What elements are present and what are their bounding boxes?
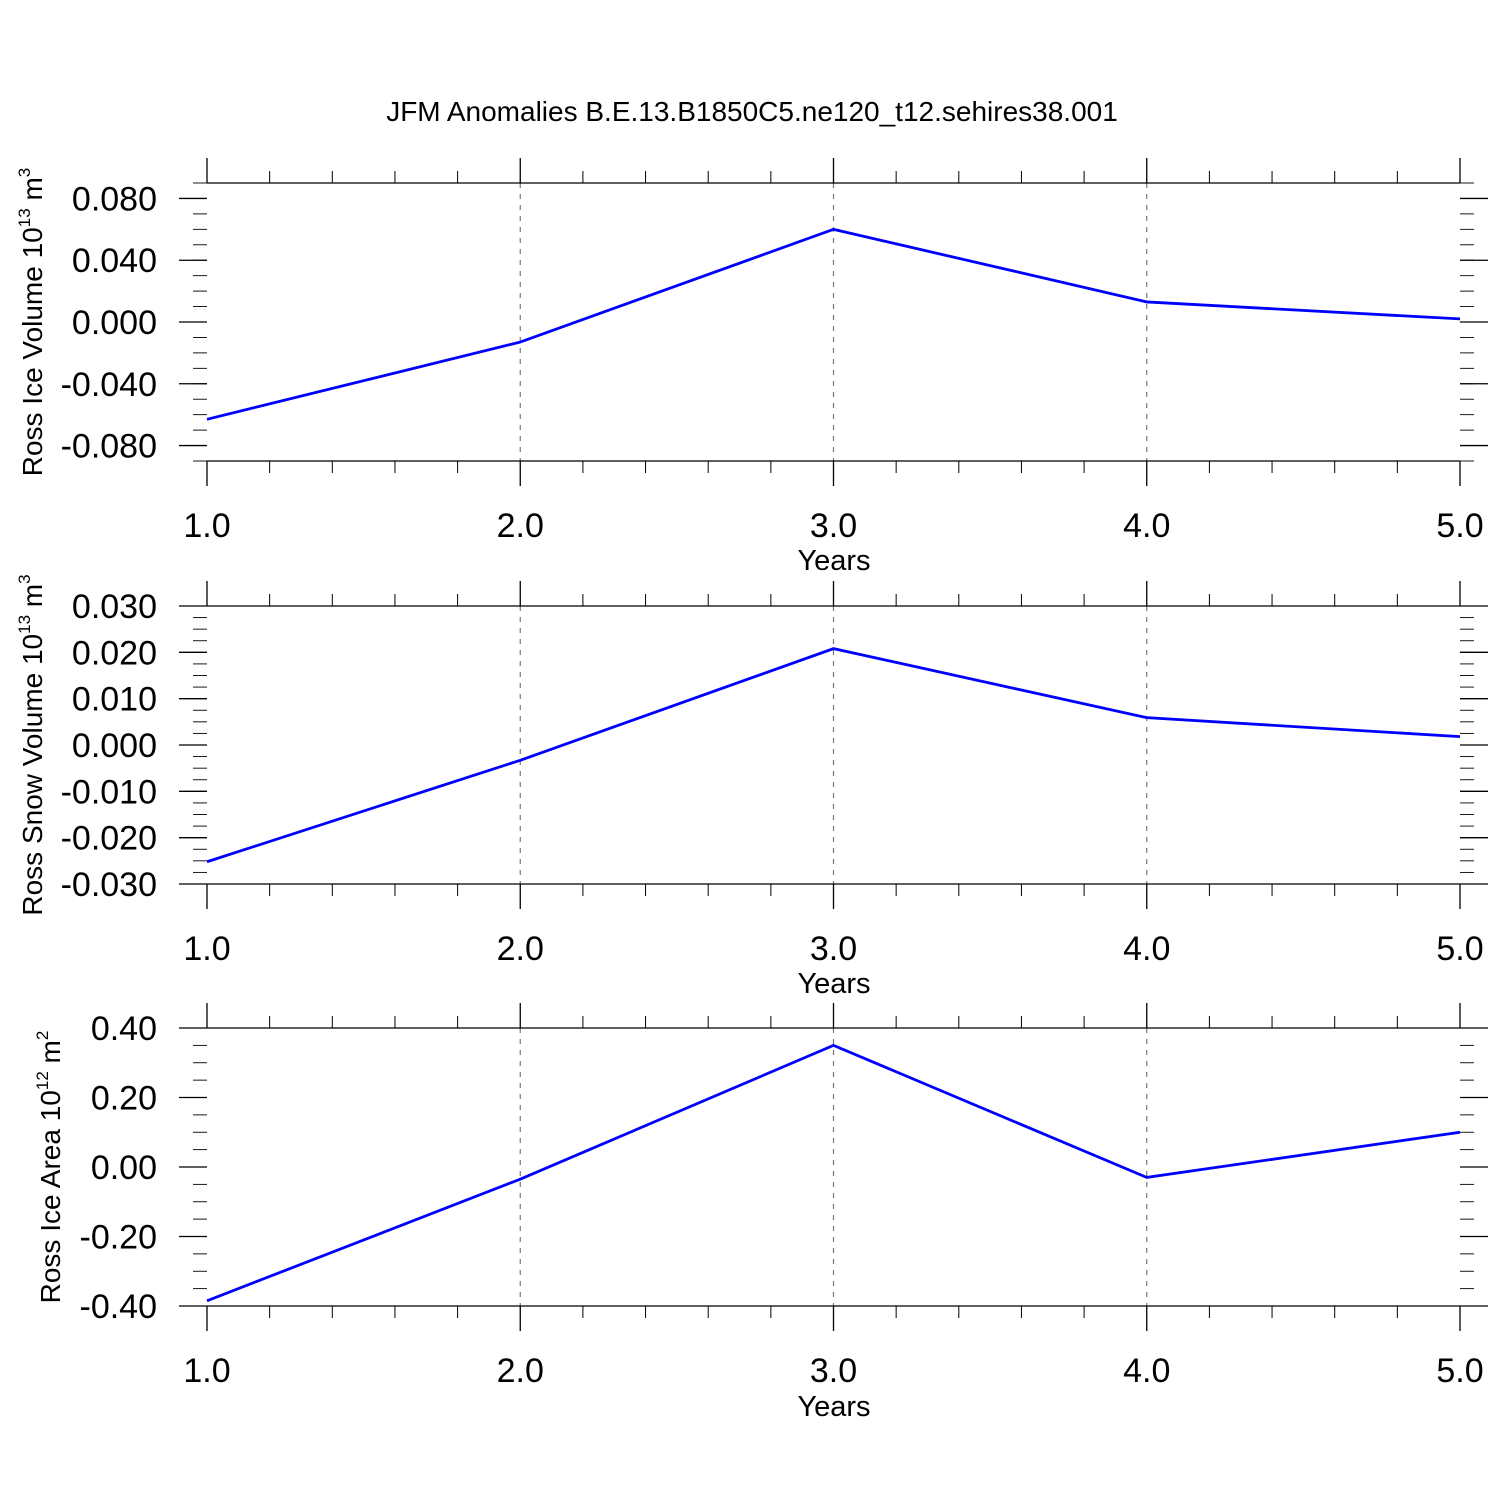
y-tick-label: -0.20	[80, 1219, 158, 1257]
x-tick-label: 1.0	[183, 1352, 230, 1390]
y-tick-label: 0.020	[72, 634, 157, 672]
panel-1: 1.0 2.0 3.0 4.0 5.0 0.080 0.040 0.000 -0.040 -0.0…	[15, 158, 1488, 577]
y-tick-label: 0.000	[72, 727, 157, 765]
y-tick-label: -0.040	[61, 366, 157, 404]
y-tick-label: -0.010	[61, 773, 157, 811]
x-tick-label: 5.0	[1436, 1352, 1483, 1390]
y-tick-label: 0.040	[72, 242, 157, 280]
y-tick-label: -0.080	[61, 428, 157, 466]
x-tick-label: 2.0	[497, 930, 544, 968]
y-tick-label: 0.080	[72, 180, 157, 218]
x-tick-label: 1.0	[183, 507, 230, 545]
y-tick-label: 0.010	[72, 681, 157, 719]
x-tick-label: 4.0	[1123, 1352, 1170, 1390]
x-axis-label: Years	[797, 545, 870, 577]
y-tick-label: 0.40	[91, 1010, 157, 1048]
panels: 1.0 2.0 3.0 4.0 5.0 0.080 0.040 0.000 -0.040 -0.0…	[15, 158, 1488, 1423]
panel-2: 1.0 2.0 3.0 4.0 5.0 0.030 0.020 0.010 0.000 -0.01…	[15, 574, 1488, 1000]
x-tick-label: 4.0	[1123, 507, 1170, 545]
y-tick-label: 0.20	[91, 1080, 157, 1118]
y-tick-label: 0.030	[72, 588, 157, 626]
x-tick-label: 5.0	[1436, 507, 1483, 545]
y-tick-label: 0.00	[91, 1149, 157, 1187]
x-tick-label: 4.0	[1123, 930, 1170, 968]
y-tick-label: -0.020	[61, 820, 157, 858]
x-tick-label: 3.0	[810, 507, 857, 545]
x-tick-label: 2.0	[497, 1352, 544, 1390]
x-axis-label: Years	[797, 968, 870, 1000]
y-tick-label: -0.030	[61, 866, 157, 904]
panel-3: 1.0 2.0 3.0 4.0 5.0 0.40 0.20 0.00 -0.20 -0.40 Yea…	[33, 1003, 1488, 1423]
y-axis-label: Ross Ice Volume 1013 m3	[15, 168, 48, 477]
x-tick-label: 3.0	[810, 930, 857, 968]
y-tick-label: -0.40	[80, 1288, 158, 1326]
x-axis-label: Years	[797, 1391, 870, 1423]
y-tick-label: 0.000	[72, 304, 157, 342]
y-axis-label: Ross Ice Area 1012 m2	[33, 1031, 66, 1304]
x-tick-label: 3.0	[810, 1352, 857, 1390]
y-axis-label: Ross Snow Volume 1013 m3	[15, 574, 48, 915]
series-line	[206, 227, 1461, 421]
x-tick-label: 5.0	[1436, 930, 1483, 968]
chart-title: JFM Anomalies B.E.13.B1850C5.ne120_t12.s…	[386, 96, 1118, 127]
x-tick-label: 1.0	[183, 930, 230, 968]
x-tick-label: 2.0	[497, 507, 544, 545]
